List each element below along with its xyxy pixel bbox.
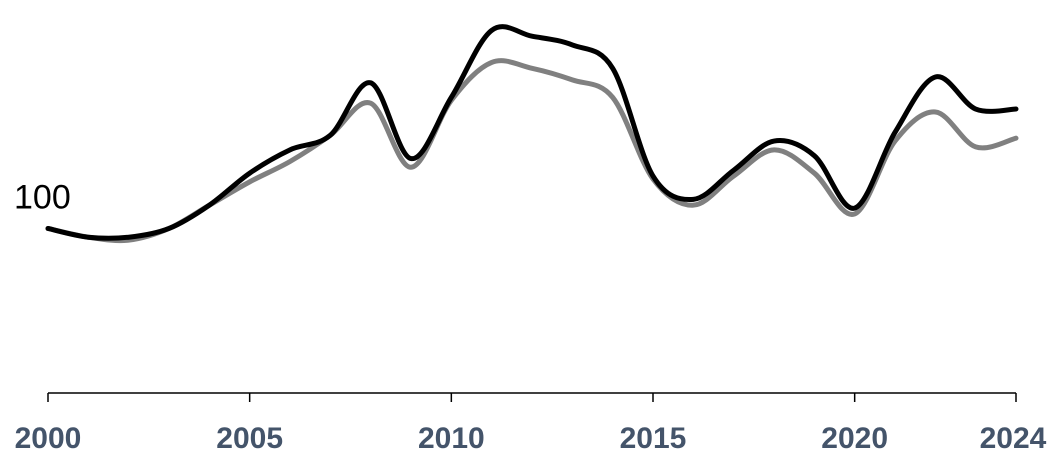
reference-value-label: 100 [14, 178, 71, 216]
x-tick-label: 2024 [980, 422, 1047, 452]
series-line-1 [45, 24, 1019, 241]
x-tick-label: 2005 [216, 422, 283, 452]
x-tick-label: 2000 [15, 422, 82, 452]
x-tick-label: 2020 [821, 422, 888, 452]
x-tick-label: 2010 [418, 422, 485, 452]
x-tick-label: 2015 [620, 422, 687, 452]
x-axis-ticks: 2000 2005 2010 2015 2020 2024 [15, 393, 1047, 452]
annotation-layer: 100 [14, 178, 71, 216]
series-layer [45, 24, 1019, 244]
